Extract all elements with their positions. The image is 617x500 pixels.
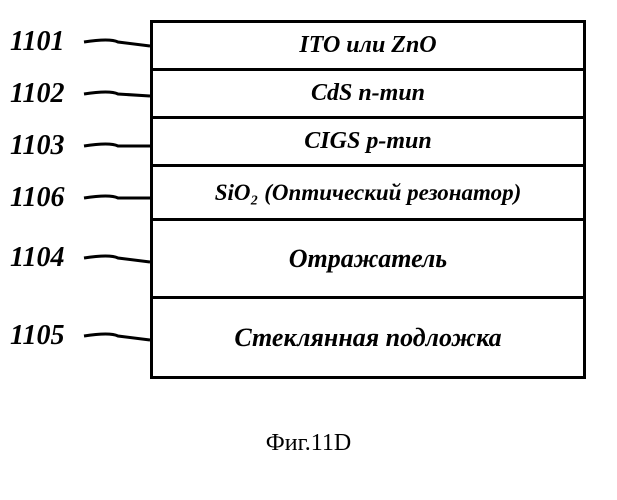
layer-1105-glass-substrate: Стеклянная подложка xyxy=(153,299,583,379)
layer-1103-cigs-p: CIGS p-тип xyxy=(153,119,583,167)
leader-lines xyxy=(0,20,160,390)
layer-1102-cds-n: CdS n-тип xyxy=(153,71,583,119)
figure-caption: Фиг.11D xyxy=(0,430,617,457)
layer-1101-ito-zno: ITO или ZnO xyxy=(153,23,583,71)
layer-1104-reflector: Отражатель xyxy=(153,221,583,299)
layer-1106-sio2-resonator: SiO₂ (Оптический резонатор) xyxy=(153,167,583,221)
layer-stack: ITO или ZnO CdS n-тип CIGS p-тип SiO₂ (О… xyxy=(150,20,586,379)
